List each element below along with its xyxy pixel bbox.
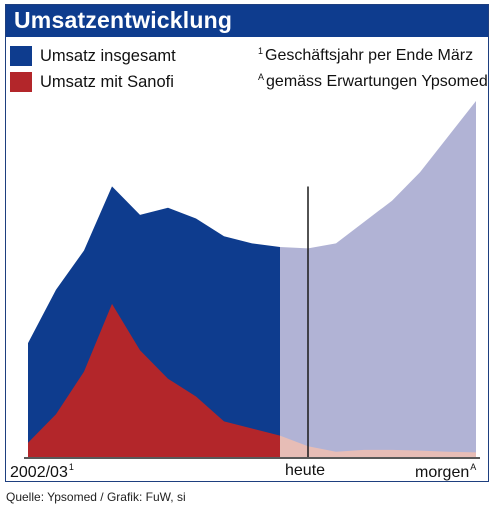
- footnote-text-1: Geschäftsjahr per Ende März: [265, 47, 474, 64]
- footnote-fiscal-year: 1 Geschäftsjahr per Ende März: [258, 46, 473, 65]
- footnote-mark-a: A: [258, 72, 265, 82]
- area-sanofi-forecast: [280, 435, 476, 457]
- legend-label-sanofi: Umsatz mit Sanofi: [40, 72, 174, 91]
- x-label-future: morgenA: [415, 462, 476, 482]
- area-total-forecast: [280, 101, 476, 457]
- legend-swatch-total: [10, 46, 32, 66]
- x-label-today: heute: [285, 462, 325, 480]
- x-label-future-sup: A: [470, 462, 477, 472]
- x-label-start-text: 2002/03: [10, 464, 68, 481]
- area-sanofi-actual: [28, 303, 280, 457]
- footnote-mark-1: 1: [258, 46, 264, 56]
- legend-item-sanofi: Umsatz mit Sanofi: [10, 72, 174, 92]
- source-credit: Quelle: Ypsomed / Grafik: FuW, si: [6, 490, 186, 504]
- x-label-start: 2002/031: [10, 462, 74, 482]
- legend-swatch-sanofi: [10, 72, 32, 92]
- legend-item-total: Umsatz insgesamt: [10, 46, 176, 66]
- x-label-start-sup: 1: [68, 462, 74, 472]
- title-bar: Umsatzentwicklung: [6, 5, 488, 37]
- x-label-future-text: morgen: [415, 464, 470, 481]
- x-label-today-text: heute: [285, 462, 326, 479]
- footnote-text-a: gemäss Erwartungen Ypsomed: [266, 73, 488, 90]
- legend-label-total: Umsatz insgesamt: [40, 46, 176, 65]
- chart-title: Umsatzentwicklung: [14, 7, 233, 33]
